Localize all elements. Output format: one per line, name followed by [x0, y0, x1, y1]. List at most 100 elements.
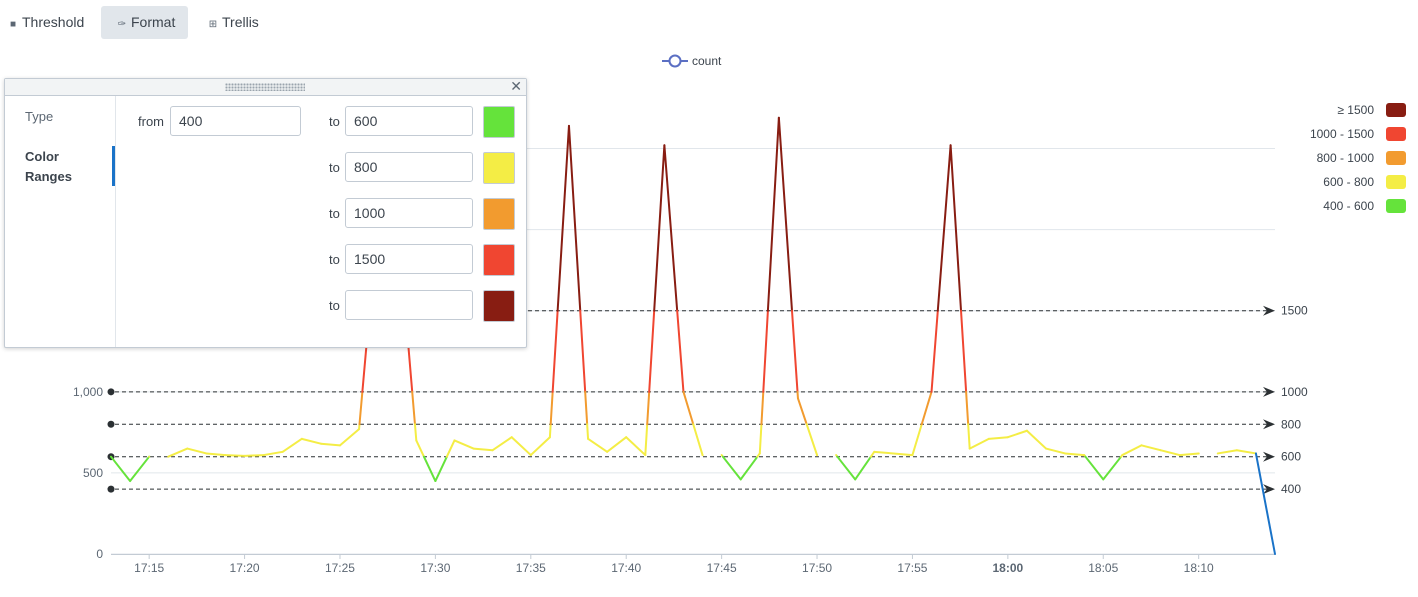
line-segment — [1159, 449, 1181, 457]
range-color-swatch-5[interactable] — [483, 290, 515, 322]
nav-color-ranges[interactable]: Color Ranges — [25, 147, 72, 187]
range-legend-label: ≥ 1500 — [1337, 103, 1374, 117]
panel-header[interactable]: ✕ — [5, 78, 526, 96]
range-legend-label: 600 - 800 — [1323, 175, 1374, 189]
threshold-button[interactable]: ■ Threshold — [0, 6, 98, 39]
line-segment — [644, 423, 649, 457]
line-segment — [987, 436, 1009, 440]
line-segment — [653, 144, 666, 312]
line-segment — [836, 455, 857, 481]
line-segment — [930, 309, 939, 393]
x-tick-label: 17:20 — [230, 561, 260, 575]
from-input[interactable] — [170, 106, 301, 136]
line-segment — [186, 447, 208, 455]
x-tick-label: 17:35 — [516, 561, 546, 575]
line-segment — [415, 439, 425, 458]
brush-icon: ✑ — [117, 19, 127, 30]
line-segment — [549, 390, 554, 426]
x-tick-label: 17:15 — [134, 561, 164, 575]
line-segment — [338, 428, 361, 447]
trellis-label: Trellis — [222, 14, 259, 30]
legend-series-label: count — [692, 54, 722, 68]
line-segment — [300, 437, 322, 445]
threshold-label: Threshold — [22, 14, 85, 30]
threshold-arrow-icon — [1263, 419, 1275, 430]
line-segment — [1121, 444, 1143, 457]
line-segment — [584, 390, 589, 426]
range-color-swatch-4[interactable] — [483, 244, 515, 276]
range-to-input-1[interactable] — [345, 106, 473, 136]
range-legend-item: 800 - 1000 — [1246, 149, 1406, 173]
x-tick-label: 17:50 — [802, 561, 832, 575]
x-tick-label: 17:55 — [897, 561, 927, 575]
line-segment — [1045, 447, 1067, 455]
line-segment — [422, 455, 437, 483]
line-segment — [967, 423, 971, 450]
range-to-input-5[interactable] — [345, 290, 473, 320]
to-label: to — [329, 252, 340, 267]
nav-active-indicator — [112, 146, 115, 186]
x-tick-label: 17:25 — [325, 561, 355, 575]
close-icon[interactable]: ✕ — [510, 78, 522, 94]
threshold-label: 800 — [1281, 417, 1301, 431]
color-range-legend: ≥ 1500 1000 - 1500 800 - 1000 600 - 800 … — [1246, 101, 1406, 221]
from-label: from — [138, 114, 164, 129]
legend-series-marker-icon — [662, 54, 688, 68]
range-color-swatch-3[interactable] — [483, 198, 515, 230]
format-button[interactable]: ✑ Format — [101, 6, 188, 39]
line-segment — [319, 442, 341, 447]
line-segment — [766, 116, 780, 312]
line-segment — [1178, 452, 1200, 457]
panel-nav: Type Color Ranges — [5, 96, 116, 347]
line-segment — [854, 455, 872, 481]
range-legend-item: 1000 - 1500 — [1246, 125, 1406, 149]
range-legend-item: ≥ 1500 — [1246, 101, 1406, 125]
y-tick-label: 500 — [83, 466, 103, 480]
line-segment — [262, 450, 284, 457]
format-label: Format — [131, 14, 176, 30]
line-segment — [949, 144, 963, 312]
threshold-label: 1500 — [1281, 304, 1308, 318]
to-label: to — [329, 114, 340, 129]
range-legend-item: 600 - 800 — [1246, 173, 1406, 197]
x-tick-label: 18:05 — [1088, 561, 1118, 575]
threshold-arrow-icon — [1263, 386, 1275, 397]
line-segment — [586, 423, 590, 440]
line-segment — [892, 452, 914, 457]
to-label: to — [329, 160, 340, 175]
to-label: to — [329, 206, 340, 221]
line-segment — [1025, 429, 1048, 450]
x-tick-label: 17:40 — [611, 561, 641, 575]
nav-color-ranges-line1: Color — [25, 149, 59, 164]
line-segment — [411, 390, 416, 426]
line-segment — [551, 309, 559, 393]
puzzle-icon: ■ — [9, 19, 17, 30]
line-segment — [529, 436, 551, 457]
line-segment — [1216, 449, 1238, 455]
line-segment — [434, 455, 448, 483]
line-segment — [110, 455, 132, 483]
threshold-arrow-icon — [1263, 484, 1275, 495]
range-legend-label: 800 - 1000 — [1316, 151, 1374, 165]
line-segment — [676, 309, 685, 393]
range-color-swatch-1[interactable] — [483, 106, 515, 138]
range-to-input-4[interactable] — [345, 244, 473, 274]
range-to-input-3[interactable] — [345, 198, 473, 228]
trellis-button[interactable]: ⊞ Trellis — [200, 6, 273, 39]
drag-handle-icon[interactable] — [225, 83, 305, 91]
nav-type[interactable]: Type — [25, 109, 54, 124]
line-segment — [692, 423, 704, 457]
line-segment — [721, 455, 742, 481]
range-legend-swatch — [1386, 199, 1406, 213]
line-segment — [911, 423, 923, 457]
grid-icon: ⊞ — [208, 19, 218, 30]
line-segment — [579, 309, 587, 393]
line-segment — [648, 309, 656, 393]
line-segment — [762, 309, 769, 393]
range-to-input-2[interactable] — [345, 152, 473, 182]
threshold-label: 600 — [1281, 450, 1301, 464]
range-color-swatch-2[interactable] — [483, 152, 515, 184]
line-segment — [587, 437, 609, 453]
line-segment — [758, 423, 763, 455]
